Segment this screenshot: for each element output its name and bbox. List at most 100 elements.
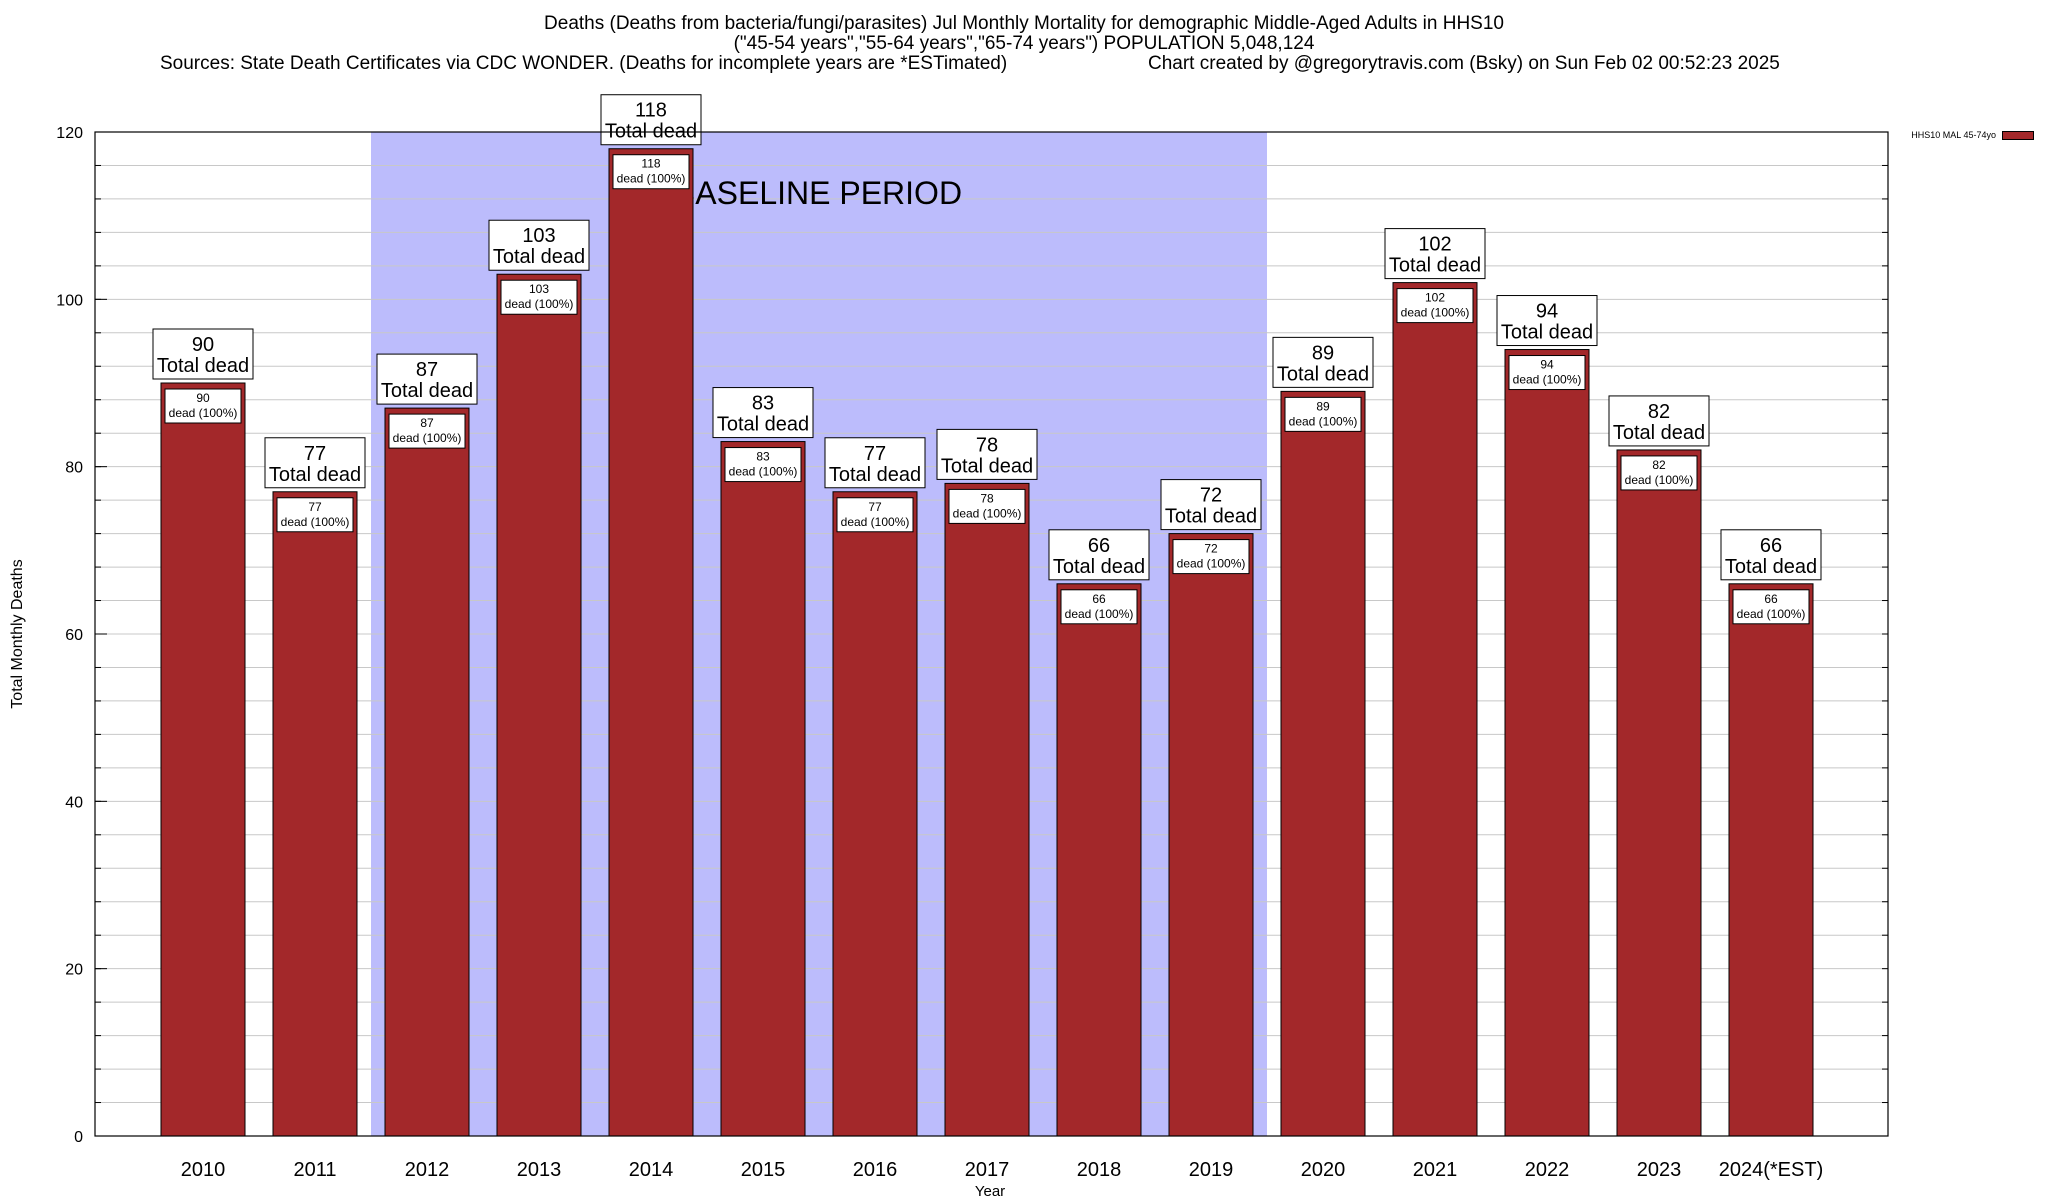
bar-inner-label: dead (100%) (729, 465, 798, 479)
x-tick-label: 2022 (1525, 1159, 1570, 1181)
bar-inner-label-box (948, 488, 1026, 524)
bar-total-label-box (1048, 529, 1150, 581)
bar-total-label-box (1272, 336, 1374, 388)
x-tick-label: 2021 (1413, 1159, 1458, 1181)
bar (1728, 583, 1814, 1137)
bar-inner-label-box (276, 497, 354, 533)
x-tick-label: 2010 (181, 1159, 226, 1181)
bar-total-label: Total dead (941, 455, 1033, 477)
bar-total-label-box (152, 328, 254, 380)
bar-total-label: Total dead (1389, 255, 1481, 277)
bar-total-value: 103 (522, 225, 555, 247)
bar-inner-label-box (1732, 589, 1810, 625)
x-tick-label: 2024(*EST) (1719, 1159, 1824, 1181)
bar-inner-label: dead (100%) (617, 172, 686, 186)
bar-total-label-box (264, 437, 366, 489)
bar-inner-label: dead (100%) (393, 431, 462, 445)
bar (1168, 533, 1254, 1137)
sources-note: Sources: State Death Certificates via CD… (160, 53, 1008, 74)
bar-inner-label-box (1620, 455, 1698, 491)
y-axis-label: Total Monthly Deaths (9, 559, 26, 708)
chart-credit: Chart created by @gregorytravis.com (Bsk… (1148, 53, 1780, 74)
bar-inner-value: 90 (196, 391, 210, 405)
bar (272, 491, 358, 1137)
bar (1056, 583, 1142, 1137)
bar-total-label: Total dead (829, 464, 921, 486)
bar-inner-label: dead (100%) (953, 506, 1022, 520)
bar-inner-label: dead (100%) (1289, 414, 1358, 428)
bar-total-value: 77 (864, 443, 886, 465)
legend-swatch (2002, 130, 2034, 140)
bar-inner-value: 82 (1652, 458, 1666, 472)
title-line-2: ("45-54 years","55-64 years","65-74 year… (733, 33, 1315, 54)
bar-inner-label-box (388, 413, 466, 449)
bar-total-label-box (1160, 479, 1262, 531)
bar-inner-value: 78 (980, 491, 994, 505)
bar (1392, 282, 1478, 1137)
chart-title: Deaths (Deaths from bacteria/fungi/paras… (0, 14, 2048, 54)
bar-total-label-box (1608, 395, 1710, 447)
bar-total-label-box (488, 219, 590, 271)
bar-inner-value: 118 (641, 157, 660, 171)
x-tick-label: 2011 (293, 1159, 336, 1181)
bar-inner-value: 89 (1316, 399, 1330, 413)
bar-inner-label: dead (100%) (841, 515, 910, 529)
bar (496, 273, 582, 1137)
bar-total-value: 118 (635, 100, 667, 122)
y-tick-label: 120 (56, 125, 83, 142)
bar-inner-label: dead (100%) (1737, 607, 1806, 621)
bar-total-value: 66 (1088, 535, 1110, 557)
bar-total-value: 90 (192, 334, 214, 356)
bar-total-label: Total dead (1165, 506, 1257, 528)
bar-total-value: 78 (976, 434, 998, 456)
bar-total-label-box (1720, 529, 1822, 581)
bar-total-label: Total dead (1613, 422, 1705, 444)
y-tick-label: 20 (65, 962, 83, 979)
y-tick-label: 40 (65, 794, 83, 811)
x-tick-label: 2018 (1077, 1159, 1122, 1181)
bar-total-label-box (376, 353, 478, 405)
x-axis-label: Year (975, 1183, 1005, 1200)
bar-inner-value: 83 (756, 450, 770, 464)
bar-inner-value: 77 (308, 500, 322, 514)
y-tick-label: 80 (65, 460, 83, 477)
x-tick-label: 2019 (1189, 1159, 1234, 1181)
bar-total-label-box (824, 437, 926, 489)
x-tick-label: 2023 (1637, 1159, 1682, 1181)
bar-total-label: Total dead (1053, 556, 1145, 578)
bar-total-label: Total dead (269, 464, 361, 486)
bar-inner-label-box (1172, 539, 1250, 575)
bar-total-value: 83 (752, 393, 774, 415)
bar (944, 482, 1030, 1137)
bar (1504, 349, 1590, 1137)
bar (1280, 390, 1366, 1137)
bar-inner-label-box (1284, 396, 1362, 432)
x-tick-label: 2014 (629, 1159, 674, 1181)
bar (384, 407, 470, 1137)
bar-inner-value: 66 (1764, 592, 1778, 606)
bar-total-label: Total dead (1277, 363, 1369, 385)
bar-inner-label: dead (100%) (281, 515, 350, 529)
bar-total-value: 66 (1760, 535, 1782, 557)
bar-inner-label-box (1396, 288, 1474, 324)
bar-inner-value: 77 (868, 500, 882, 514)
title-line-1: Deaths (Deaths from bacteria/fungi/paras… (544, 13, 1504, 34)
bar-total-label: Total dead (1725, 556, 1817, 578)
bar-inner-value: 66 (1092, 592, 1106, 606)
x-tick-label: 2013 (517, 1159, 562, 1181)
bar-total-value: 94 (1536, 301, 1558, 323)
bar-total-label: Total dead (157, 355, 249, 377)
bar (608, 148, 694, 1137)
plot-frame (94, 131, 1889, 1137)
bar-inner-label-box (164, 388, 242, 424)
bar-inner-value: 102 (1425, 291, 1445, 305)
bar-inner-label-box (724, 447, 802, 483)
bar-inner-label-box (500, 279, 578, 315)
bar-inner-label-box (836, 497, 914, 533)
bar-inner-label: dead (100%) (169, 406, 238, 420)
legend-label: HHS10 MAL 45-74yo (1911, 130, 1996, 140)
bar-inner-label: dead (100%) (505, 297, 574, 311)
baseline-label: BASELINE PERIOD (674, 175, 962, 211)
bar-inner-label: dead (100%) (1401, 306, 1470, 320)
